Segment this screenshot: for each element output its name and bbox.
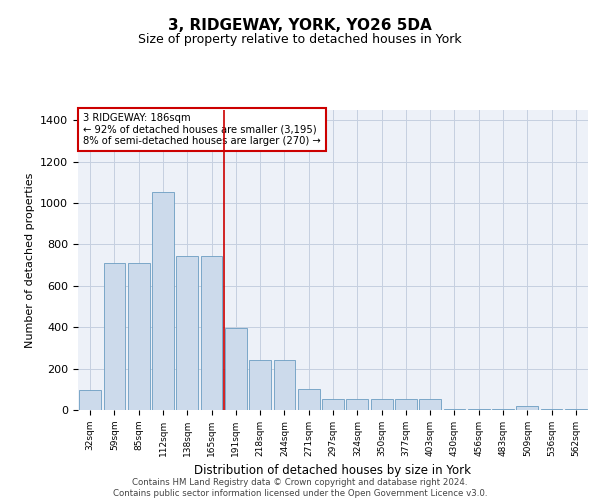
- Bar: [249, 360, 271, 410]
- Bar: [176, 256, 198, 410]
- Bar: [371, 398, 392, 410]
- Bar: [274, 360, 295, 410]
- Bar: [200, 256, 223, 410]
- Text: 3 RIDGEWAY: 186sqm
← 92% of detached houses are smaller (3,195)
8% of semi-detac: 3 RIDGEWAY: 186sqm ← 92% of detached hou…: [83, 113, 321, 146]
- Bar: [468, 409, 490, 410]
- Bar: [225, 328, 247, 410]
- Text: Contains HM Land Registry data © Crown copyright and database right 2024.
Contai: Contains HM Land Registry data © Crown c…: [113, 478, 487, 498]
- Bar: [79, 390, 101, 410]
- Text: 3, RIDGEWAY, YORK, YO26 5DA: 3, RIDGEWAY, YORK, YO26 5DA: [168, 18, 432, 32]
- Bar: [104, 263, 125, 410]
- Bar: [492, 409, 514, 410]
- Y-axis label: Number of detached properties: Number of detached properties: [25, 172, 35, 348]
- Bar: [346, 398, 368, 410]
- Bar: [565, 409, 587, 410]
- Bar: [541, 409, 562, 410]
- Text: Size of property relative to detached houses in York: Size of property relative to detached ho…: [138, 32, 462, 46]
- Bar: [419, 398, 441, 410]
- X-axis label: Distribution of detached houses by size in York: Distribution of detached houses by size …: [194, 464, 472, 477]
- Bar: [517, 406, 538, 410]
- Bar: [128, 263, 149, 410]
- Bar: [152, 192, 174, 410]
- Bar: [395, 398, 417, 410]
- Bar: [322, 398, 344, 410]
- Bar: [298, 390, 320, 410]
- Bar: [443, 409, 466, 410]
